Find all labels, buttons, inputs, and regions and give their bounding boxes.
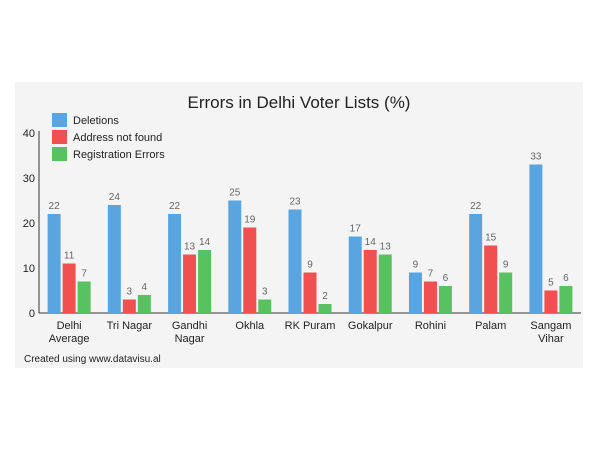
- category-label: RK Puram: [285, 320, 336, 332]
- category-label: Okhla: [235, 320, 265, 332]
- data-label: 4: [142, 282, 148, 293]
- bar: [378, 254, 392, 313]
- bar: [77, 281, 91, 313]
- bar: [183, 254, 197, 313]
- bar: [544, 290, 558, 313]
- y-tick-label: 0: [29, 308, 35, 320]
- bar: [243, 227, 257, 313]
- data-label: 15: [485, 233, 497, 244]
- legend-swatch: [52, 130, 67, 144]
- legend-label: Registration Errors: [73, 149, 165, 161]
- data-label: 19: [244, 215, 256, 226]
- y-tick-label: 40: [23, 128, 35, 140]
- bar: [469, 214, 483, 313]
- data-label: 22: [49, 201, 61, 212]
- data-label: 13: [380, 242, 392, 253]
- bar: [559, 286, 573, 313]
- category-label: Gandhi: [172, 320, 207, 332]
- data-label: 13: [184, 242, 196, 253]
- bar: [499, 272, 513, 313]
- legend-label: Address not found: [73, 132, 162, 144]
- bar: [168, 214, 182, 313]
- data-label: 2: [322, 291, 328, 302]
- bar: [303, 272, 317, 313]
- data-label: 11: [64, 251, 75, 262]
- bar: [258, 299, 272, 313]
- legend-swatch: [52, 113, 67, 127]
- y-tick-label: 10: [23, 263, 35, 275]
- bar: [363, 250, 377, 313]
- category-label: Sangam: [530, 320, 571, 332]
- chart-title: Errors in Delhi Voter Lists (%): [188, 93, 411, 112]
- bar: [137, 295, 151, 313]
- bar-chart: Errors in Delhi Voter Lists (%) 0 10 20 30 40…: [23, 93, 581, 345]
- data-label: 9: [503, 260, 509, 271]
- data-label: 7: [81, 269, 87, 280]
- chart-panel: Errors in Delhi Voter Lists (%) 0 10 20 30 40…: [15, 82, 583, 368]
- bar: [484, 245, 498, 313]
- data-label: 24: [109, 192, 121, 203]
- data-label: 14: [365, 237, 377, 248]
- data-label: 14: [199, 237, 211, 248]
- category-label: Gokalpur: [348, 320, 393, 332]
- category-label: Palam: [475, 320, 506, 332]
- credit-text: Created using www.datavisu.al: [24, 354, 161, 365]
- bar: [529, 164, 543, 313]
- data-label: 6: [443, 273, 449, 284]
- data-label: 22: [470, 201, 482, 212]
- data-label: 7: [428, 269, 434, 280]
- legend-label: Deletions: [73, 115, 119, 127]
- category-label: Rohini: [415, 320, 446, 332]
- bar: [408, 272, 422, 313]
- category-label: Delhi: [57, 320, 82, 332]
- data-label: 23: [289, 197, 301, 208]
- category-label: Average: [49, 333, 90, 345]
- bar: [198, 250, 212, 313]
- data-label: 6: [563, 273, 569, 284]
- data-label: 5: [548, 278, 554, 289]
- bar: [438, 286, 452, 313]
- category-label: Tri Nagar: [107, 320, 153, 332]
- category-label: Nagar: [175, 333, 205, 345]
- bar: [107, 205, 121, 313]
- bar: [318, 304, 332, 313]
- bar: [348, 236, 362, 313]
- data-label: 25: [229, 188, 241, 199]
- data-label: 3: [262, 287, 268, 298]
- bar: [47, 214, 61, 313]
- data-label: 3: [127, 287, 133, 298]
- bar: [228, 200, 242, 313]
- y-tick-label: 20: [23, 218, 35, 230]
- bar: [122, 299, 136, 313]
- legend-swatch: [52, 147, 67, 161]
- data-label: 17: [350, 224, 362, 235]
- data-label: 9: [413, 260, 419, 271]
- bar: [288, 209, 302, 313]
- bar: [62, 263, 76, 313]
- y-tick-label: 30: [23, 173, 35, 185]
- category-label: Vihar: [538, 333, 564, 345]
- bar: [423, 281, 437, 313]
- data-label: 9: [307, 260, 313, 271]
- data-label: 33: [530, 152, 542, 163]
- data-label: 22: [169, 201, 181, 212]
